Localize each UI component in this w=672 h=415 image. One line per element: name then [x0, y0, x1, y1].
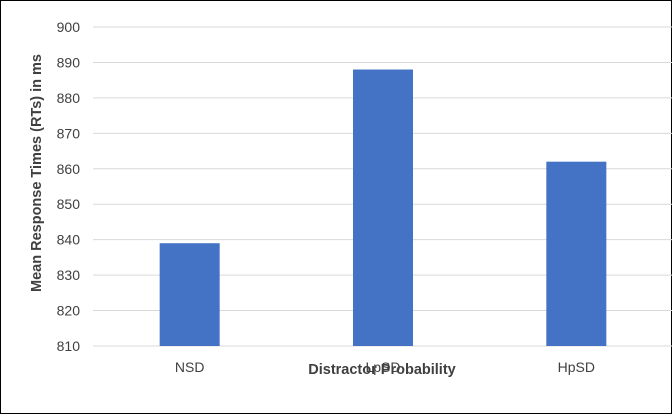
y-tick-labels: 810 820 830 840 850 860 870 880 890 900 [57, 19, 81, 354]
y-tick-label: 830 [57, 267, 81, 283]
y-tick-label: 870 [57, 125, 81, 141]
x-axis-title: Distractor Probability [308, 362, 455, 378]
y-tick-label: 880 [57, 90, 81, 106]
y-tick-label: 850 [57, 196, 81, 212]
y-tick-label: 860 [57, 161, 81, 177]
y-tick-label: 820 [57, 303, 81, 319]
bar-hpsd [546, 161, 607, 346]
y-tick-label: 840 [57, 232, 81, 248]
x-tick-labels: NSD LpSD HpSD [175, 359, 595, 375]
x-tick-label: LpSD [365, 359, 400, 375]
bar-nsd [159, 243, 220, 346]
x-tick-label: HpSD [558, 359, 595, 375]
y-tick-label: 890 [57, 54, 81, 70]
bar-lpsd [353, 69, 413, 347]
y-tick-label: 810 [57, 338, 81, 354]
y-tick-label: 900 [57, 19, 81, 35]
x-tick-label: NSD [175, 359, 205, 375]
y-axis-title: Mean Response Times (RTs) in ms [29, 54, 45, 292]
bars [159, 69, 607, 347]
